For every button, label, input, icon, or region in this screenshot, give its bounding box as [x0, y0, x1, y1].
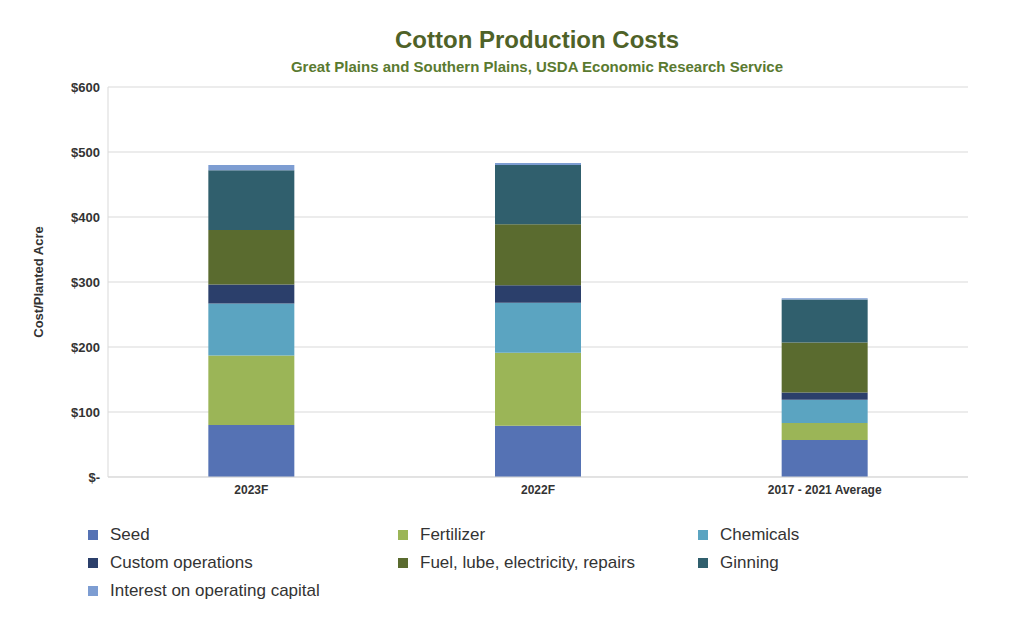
html-text:Chemicals: Chemicals	[720, 525, 800, 544]
html-text:Great Plains and Southern Plai: Great Plains and Southern Plains, USDA E…	[290, 58, 784, 75]
svg-text:$100: $100	[71, 405, 100, 420]
svg-text:$600: $600	[71, 80, 100, 95]
svg-text:2022F: 2022F	[521, 483, 555, 497]
html-text:Cotton Production Costs: Cotton Production Costs	[395, 26, 679, 53]
svg-text:$-: $-	[88, 470, 100, 485]
svg-text:2017 - 2021 Average: 2017 - 2021 Average	[768, 483, 882, 497]
html-text:Seed: Seed	[110, 525, 150, 544]
svg-text:$500: $500	[71, 145, 100, 160]
html-text:Ginning: Ginning	[720, 553, 779, 572]
html-text:Interest on operating capital: Interest on operating capital	[110, 581, 320, 600]
svg-text:$200: $200	[71, 340, 100, 355]
svg-text:$400: $400	[71, 210, 100, 225]
svg-text:$300: $300	[71, 275, 100, 290]
svg-text:Cost/Planted Acre: Cost/Planted Acre	[31, 226, 46, 338]
html-text:Fuel, lube, electricity, repai: Fuel, lube, electricity, repairs	[420, 553, 636, 572]
svg-text:2023F: 2023F	[234, 483, 268, 497]
html-text:Custom operations: Custom operations	[110, 553, 253, 572]
html-text:Fertilizer: Fertilizer	[420, 525, 486, 544]
